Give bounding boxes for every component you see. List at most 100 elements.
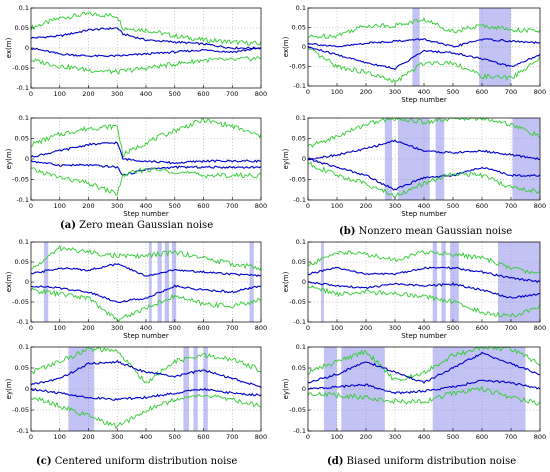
x-tick-label: 700	[226, 324, 238, 332]
x-tick-label: 200	[82, 433, 94, 441]
subplot-c-top: 0 100 200 300 400 500 600 700 800 -0.1 -0.05 0 0.05 0…	[5, 238, 267, 340]
y-tick-label: -0.05	[289, 176, 306, 184]
y-axis-label: ey(m)	[5, 378, 13, 399]
x-tick-label: 500	[169, 433, 181, 441]
x-tick-label: 100	[54, 433, 66, 441]
bound-series-line	[30, 117, 262, 159]
y-axis-label: ex(m)	[282, 36, 290, 57]
bound-series-line	[30, 244, 262, 271]
x-tick-label: 500	[447, 88, 459, 96]
y-tick-label: 0.1	[296, 4, 306, 12]
x-tick-label: 600	[197, 90, 209, 98]
x-tick-label: 600	[197, 433, 209, 441]
shaded-region	[450, 242, 459, 322]
x-tick-label: 100	[331, 88, 343, 96]
x-tick-label: 400	[418, 88, 430, 96]
x-tick-label: 700	[505, 324, 517, 332]
x-tick-label: 500	[169, 324, 181, 332]
x-tick-label: 500	[447, 433, 459, 441]
subplot-a-bottom: 0 100 200 300 400 500 600 700 800 -0.1 -0.05 0 0.05 0…	[5, 114, 267, 218]
x-tick-label: 800	[534, 202, 546, 210]
bound-series-line	[307, 16, 541, 39]
bound-series-line	[307, 250, 541, 275]
caption-b-letter: (b)	[339, 226, 356, 237]
y-tick-label: -0.05	[12, 298, 29, 306]
x-tick-label: 300	[111, 324, 123, 332]
x-tick-label: 800	[255, 202, 267, 210]
y-tick-label: -0.05	[12, 64, 29, 72]
x-tick-label: 800	[534, 88, 546, 96]
x-tick-label: 600	[197, 324, 209, 332]
caption-d: (d) Biased uniform distribution noise	[327, 456, 516, 467]
estimate-series-line	[307, 266, 541, 284]
y-tick-label: -0.1	[293, 318, 306, 326]
y-tick-label: 0.1	[19, 4, 29, 12]
shaded-region	[183, 347, 190, 431]
x-tick-label: 600	[476, 202, 488, 210]
x-axis-label: Step number	[401, 96, 447, 104]
y-tick-label: 0	[302, 278, 306, 286]
estimate-series-line	[307, 351, 541, 384]
x-tick-label: 500	[447, 324, 459, 332]
x-tick-label: 600	[476, 324, 488, 332]
y-tick-label: -0.1	[16, 427, 29, 435]
subplot-c-bottom: 0 100 200 300 400 500 600 700 800 -0.1 -0.05 0 0.05 0…	[5, 343, 267, 441]
caption-c: (c) Centered uniform distribution noise	[36, 456, 237, 467]
x-tick-label: 200	[82, 324, 94, 332]
x-tick-label: 800	[255, 433, 267, 441]
x-tick-label: 300	[111, 433, 123, 441]
bound-series-line	[307, 47, 541, 84]
y-tick-label: 0	[302, 155, 306, 163]
shaded-region	[193, 347, 198, 431]
shaded-region	[148, 242, 152, 322]
bound-series-line	[30, 166, 262, 196]
x-tick-label: 700	[505, 202, 517, 210]
x-tick-label: 800	[255, 90, 267, 98]
x-tick-label: 300	[111, 90, 123, 98]
x-tick-label: 400	[418, 324, 430, 332]
x-tick-label: 400	[140, 433, 152, 441]
x-tick-label: 200	[360, 88, 372, 96]
y-tick-label: -0.1	[16, 84, 29, 92]
subplot-b-bottom: 0 100 200 300 400 500 600 700 800 -0.1 -0.05 0 0.05 0…	[282, 114, 546, 218]
x-tick-label: 400	[418, 202, 430, 210]
y-tick-label: 0.1	[19, 343, 29, 351]
y-axis-label: ex(m)	[5, 37, 13, 58]
bound-series-line	[30, 287, 262, 323]
x-tick-label: 100	[331, 324, 343, 332]
y-tick-label: 0.05	[15, 135, 29, 143]
y-tick-label: 0.05	[292, 258, 306, 266]
shaded-region	[435, 118, 445, 200]
estimate-series-line	[307, 38, 541, 48]
x-tick-label: 700	[226, 433, 238, 441]
x-tick-label: 300	[389, 88, 401, 96]
x-tick-label: 0	[29, 202, 33, 210]
bound-series-line	[307, 285, 541, 318]
x-tick-label: 800	[534, 324, 546, 332]
y-tick-label: 0.05	[15, 364, 29, 372]
y-tick-label: 0.1	[296, 238, 306, 246]
y-tick-label: 0	[25, 155, 29, 163]
shaded-region	[479, 8, 511, 86]
x-tick-label: 100	[54, 202, 66, 210]
x-tick-label: 300	[389, 324, 401, 332]
y-tick-label: -0.1	[293, 82, 306, 90]
x-tick-label: 200	[82, 202, 94, 210]
x-axis-label: Step number	[123, 332, 169, 340]
y-axis-label: ex(m)	[282, 271, 290, 292]
x-tick-label: 800	[255, 324, 267, 332]
x-tick-label: 600	[476, 88, 488, 96]
caption-a: (a) Zero mean Gaussian noise	[60, 220, 213, 231]
y-tick-label: 0	[25, 385, 29, 393]
caption-a-text: Zero mean Gaussian noise	[79, 220, 214, 231]
bound-series-line	[307, 161, 541, 198]
x-axis-label: Step number	[123, 210, 169, 218]
bound-series-line	[30, 11, 262, 46]
y-axis-label: ey(m)	[5, 148, 13, 169]
x-tick-label: 100	[331, 202, 343, 210]
bound-series-line	[307, 385, 541, 407]
x-tick-label: 800	[534, 433, 546, 441]
y-tick-label: 0	[25, 44, 29, 52]
estimate-series-line	[307, 158, 541, 191]
